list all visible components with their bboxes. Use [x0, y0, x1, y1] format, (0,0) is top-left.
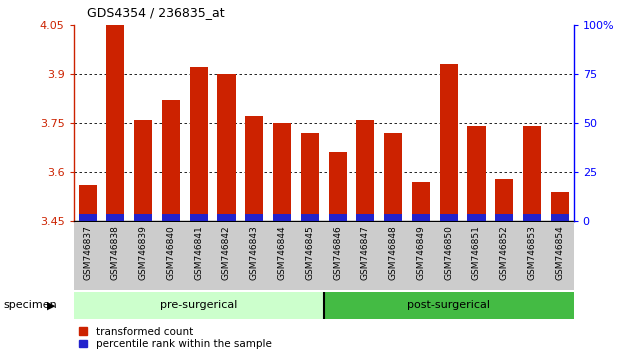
Bar [551, 192, 569, 221]
Bar [523, 215, 541, 221]
Bar [467, 126, 485, 221]
Bar [134, 215, 152, 221]
Bar [467, 215, 485, 221]
Bar [79, 185, 97, 221]
Bar [217, 215, 235, 221]
Bar [412, 215, 430, 221]
Text: GSM746843: GSM746843 [250, 225, 259, 280]
Text: GSM746845: GSM746845 [305, 225, 314, 280]
Bar [301, 215, 319, 221]
Text: post-surgerical: post-surgerical [407, 300, 490, 310]
Bar [74, 292, 324, 319]
Bar [273, 215, 291, 221]
Text: GSM746844: GSM746844 [278, 225, 287, 280]
Text: GSM746847: GSM746847 [361, 225, 370, 280]
Text: GSM746848: GSM746848 [388, 225, 397, 280]
Bar [324, 292, 574, 319]
Text: GSM746841: GSM746841 [194, 225, 203, 280]
Bar [246, 116, 263, 221]
Bar [273, 123, 291, 221]
Text: GSM746854: GSM746854 [555, 225, 564, 280]
Text: GSM746851: GSM746851 [472, 225, 481, 280]
Bar [246, 215, 263, 221]
Bar [190, 215, 208, 221]
Bar [523, 126, 541, 221]
Bar [301, 133, 319, 221]
Text: GSM746837: GSM746837 [83, 225, 92, 280]
Bar [384, 133, 402, 221]
Bar [106, 215, 124, 221]
Bar [495, 179, 513, 221]
Bar [384, 215, 402, 221]
Bar [162, 215, 180, 221]
Bar [551, 215, 569, 221]
Bar [134, 120, 152, 221]
Bar [190, 67, 208, 221]
Bar [495, 215, 513, 221]
Bar [440, 215, 458, 221]
Text: pre-surgerical: pre-surgerical [160, 300, 237, 310]
Bar [162, 100, 180, 221]
Text: GSM746838: GSM746838 [111, 225, 120, 280]
Text: GDS4354 / 236835_at: GDS4354 / 236835_at [87, 6, 224, 19]
Text: specimen: specimen [3, 300, 57, 310]
Text: GSM746846: GSM746846 [333, 225, 342, 280]
Bar [106, 25, 124, 221]
Text: GSM746853: GSM746853 [528, 225, 537, 280]
Bar [329, 215, 347, 221]
Legend: transformed count, percentile rank within the sample: transformed count, percentile rank withi… [79, 327, 272, 349]
Text: GSM746850: GSM746850 [444, 225, 453, 280]
Text: GSM746839: GSM746839 [138, 225, 147, 280]
Bar [356, 120, 374, 221]
Text: GSM746852: GSM746852 [500, 225, 509, 280]
Text: ▶: ▶ [47, 300, 56, 310]
Text: GSM746849: GSM746849 [417, 225, 426, 280]
Text: GSM746840: GSM746840 [167, 225, 176, 280]
Bar [79, 215, 97, 221]
Text: GSM746842: GSM746842 [222, 225, 231, 280]
Bar [412, 182, 430, 221]
Bar [440, 64, 458, 221]
Bar [217, 74, 235, 221]
Bar [329, 153, 347, 221]
Bar [356, 215, 374, 221]
